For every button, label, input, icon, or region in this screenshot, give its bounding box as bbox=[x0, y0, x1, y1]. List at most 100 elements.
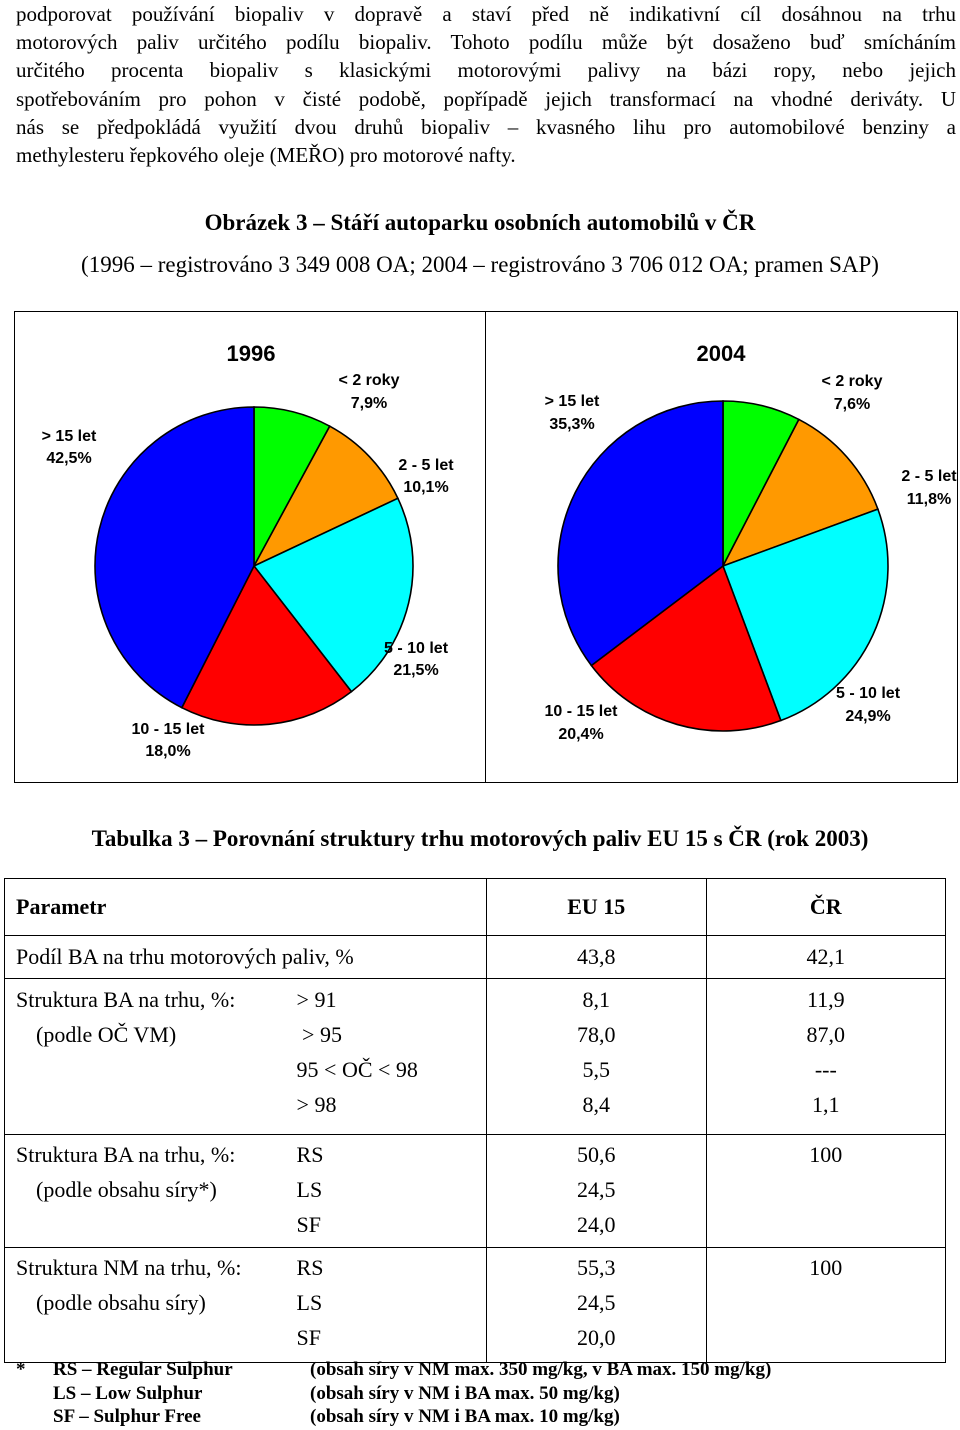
paragraph-line: spotřebováním pro pohon v čisté podobě, … bbox=[16, 86, 956, 111]
sulfur-nm-sub: RS bbox=[296, 1255, 324, 1280]
row-value: 55,3 24,5 20,0 bbox=[485, 1247, 707, 1363]
slice-label-y5to10: 5 - 10 let bbox=[836, 685, 901, 702]
row-value: 100 bbox=[705, 1247, 947, 1363]
pie-slice-y2to5 bbox=[252, 425, 399, 568]
sulfur-ba-sub: SF bbox=[296, 1212, 322, 1237]
slice-label-y2to5: 2 - 5 let bbox=[901, 468, 957, 485]
sulfur-nm-cr: 100 bbox=[809, 1255, 843, 1280]
row-value: 43,8 bbox=[485, 935, 707, 979]
row-sub-labels: RS LS SF bbox=[296, 1134, 487, 1248]
octane-label-sub: (podle OČ VM) bbox=[36, 1022, 177, 1047]
sulfur-ba-cr: 100 bbox=[809, 1142, 843, 1167]
pie-slice-gt15 bbox=[557, 400, 724, 667]
share-label: Podíl BA na trhu motorových paliv, % bbox=[16, 944, 354, 969]
row-label: Struktura NM na trhu, %: (podle obsahu s… bbox=[3, 1247, 297, 1363]
slice-label-gt15: > 15 let bbox=[42, 428, 97, 445]
paragraph-line: nás se předpokládá využití dvou druhů bi… bbox=[16, 114, 956, 139]
slice-value-gt15: 42,5% bbox=[46, 450, 91, 467]
table-row: Podíl BA na trhu motorových paliv, % 43,… bbox=[4, 935, 947, 979]
footnote-desc: (obsah síry v NM max. 350 mg/kg, v BA ma… bbox=[310, 1359, 772, 1380]
footnote-row: LS – Low Sulphur (obsah síry v NM i BA m… bbox=[16, 1382, 946, 1406]
pie-slice-y10to15 bbox=[590, 564, 782, 732]
octane-eu: 5,5 bbox=[582, 1057, 611, 1082]
slice-value-gt15: 35,3% bbox=[549, 416, 594, 433]
slice-label-y10to15: 10 - 15 let bbox=[545, 703, 619, 720]
slice-value-lt2: 7,9% bbox=[351, 395, 387, 412]
pie-charts-svg: 1996 < 2 roky 7,9% 2 - 5 let 10,1% 5 - 10 let… bbox=[14, 311, 958, 783]
pie-slice-y10to15 bbox=[180, 564, 353, 726]
slice-label-lt2: < 2 roky bbox=[339, 372, 400, 389]
share-eu: 43,8 bbox=[577, 944, 616, 969]
slice-label-gt15: > 15 let bbox=[545, 393, 600, 410]
share-cr: 42,1 bbox=[806, 944, 846, 969]
sulfur-nm-sub: SF bbox=[296, 1325, 322, 1350]
octane-eu: 78,0 bbox=[577, 1022, 616, 1047]
table-row: Struktura NM na trhu, %: (podle obsahu s… bbox=[3, 1247, 947, 1363]
fuel-market-table: Parametr EU 15 ČR Podíl BA na trhu motor… bbox=[3, 878, 947, 1363]
octane-eu: 8,1 bbox=[582, 987, 611, 1012]
sulfur-ba-sub: RS bbox=[296, 1142, 324, 1167]
paragraph-line: podporovat používání biopaliv v dopravě … bbox=[16, 2, 956, 26]
pie-title: 2004 bbox=[697, 341, 747, 366]
slice-value-y2to5: 10,1% bbox=[403, 479, 448, 496]
octane-cr: 87,0 bbox=[806, 1022, 846, 1047]
row-label: Struktura BA na trhu, %: (podle OČ VM) bbox=[3, 978, 297, 1135]
body-paragraph: podporovat používání biopaliv v dopravě … bbox=[16, 0, 956, 169]
slice-value-y5to10: 24,9% bbox=[845, 708, 890, 725]
header-cr: ČR bbox=[809, 894, 842, 919]
slice-label-y2to5: 2 - 5 let bbox=[398, 457, 454, 474]
pie-chart-2004: 2004 < 2 roky 7,6% 2 - 5 let 11,8% 5 - 10 let… bbox=[545, 341, 958, 743]
octane-cr: 1,1 bbox=[812, 1092, 840, 1117]
figure-subtitle: (1996 – registrováno 3 349 008 OA; 2004 … bbox=[81, 252, 879, 277]
footnote-row: * RS – Regular Sulphur (obsah síry v NM … bbox=[16, 1358, 946, 1382]
pie-charts-figure: 1996 < 2 roky 7,9% 2 - 5 let 10,1% 5 - 10 let… bbox=[14, 311, 958, 783]
row-label: Podíl BA na trhu motorových paliv, % bbox=[4, 935, 487, 979]
sulfur-ba-label-sub: (podle obsahu síry*) bbox=[36, 1177, 217, 1202]
row-value: 50,6 24,5 24,0 bbox=[485, 1134, 707, 1248]
slice-label-lt2: < 2 roky bbox=[822, 373, 883, 390]
header-cell: ČR bbox=[705, 878, 947, 936]
footnote-row: SF – Sulphur Free (obsah síry v NM i BA … bbox=[16, 1405, 946, 1429]
pie-title: 1996 bbox=[227, 341, 276, 366]
pie-slice-y5to10 bbox=[252, 497, 414, 693]
row-label: Struktura BA na trhu, %: (podle obsahu s… bbox=[3, 1134, 297, 1248]
header-cell: Parametr bbox=[4, 878, 487, 936]
footnote-desc: (obsah síry v NM i BA max. 50 mg/kg) bbox=[310, 1382, 620, 1404]
sulfur-nm-eu: 20,0 bbox=[577, 1325, 616, 1350]
octane-sub: 95 < OČ < 98 bbox=[296, 1057, 418, 1082]
slice-value-lt2: 7,6% bbox=[834, 396, 870, 413]
footnote-abbr: LS – Low Sulphur bbox=[53, 1382, 203, 1404]
figure-title: Obrázek 3 – Stáří autoparku osobních aut… bbox=[204, 210, 756, 235]
sulfur-ba-eu: 50,6 bbox=[577, 1142, 616, 1167]
octane-sub: > 98 bbox=[296, 1092, 337, 1117]
slice-label-y10to15: 10 - 15 let bbox=[132, 721, 206, 738]
table-header-row: Parametr EU 15 ČR bbox=[4, 878, 947, 936]
sulfur-nm-eu: 24,5 bbox=[577, 1290, 616, 1315]
sulfur-ba-eu: 24,0 bbox=[577, 1212, 616, 1237]
paragraph-line: methylesteru řepkového oleje (MEŘO) pro … bbox=[16, 143, 516, 168]
table-row: Struktura BA na trhu, %: (podle obsahu s… bbox=[3, 1134, 947, 1248]
sulfur-ba-sub: LS bbox=[296, 1177, 323, 1202]
octane-label: Struktura BA na trhu, %: bbox=[16, 987, 236, 1012]
octane-eu: 8,4 bbox=[582, 1092, 611, 1117]
octane-cr: 11,9 bbox=[806, 987, 845, 1012]
header-parametr: Parametr bbox=[16, 894, 107, 919]
sulfur-nm-label: Struktura NM na trhu, %: bbox=[16, 1255, 242, 1280]
sulfur-nm-label-sub: (podle obsahu síry) bbox=[36, 1290, 206, 1315]
slice-value-y10to15: 20,4% bbox=[558, 726, 603, 743]
sulfur-ba-eu: 24,5 bbox=[577, 1177, 616, 1202]
row-value: 42,1 bbox=[705, 935, 947, 979]
octane-cr: --- bbox=[814, 1057, 837, 1082]
sulfur-nm-sub: LS bbox=[296, 1290, 323, 1315]
octane-sub: > 91 bbox=[296, 987, 337, 1012]
pie-slice-y2to5 bbox=[721, 418, 879, 568]
header-cell: EU 15 bbox=[485, 878, 707, 936]
row-value: 11,9 87,0 --- 1,1 bbox=[705, 978, 947, 1135]
slice-value-y2to5: 11,8% bbox=[907, 491, 951, 508]
footnote-abbr: RS – Regular Sulphur bbox=[53, 1359, 233, 1380]
table-row: Struktura BA na trhu, %: (podle OČ VM) >… bbox=[3, 978, 947, 1135]
sulfur-nm-eu: 55,3 bbox=[577, 1255, 616, 1280]
paragraph-line: určitého procenta biopaliv s klasickými … bbox=[16, 58, 956, 83]
footnote-abbr: SF – Sulphur Free bbox=[53, 1406, 201, 1427]
pie-slice-y5to10 bbox=[721, 508, 889, 722]
